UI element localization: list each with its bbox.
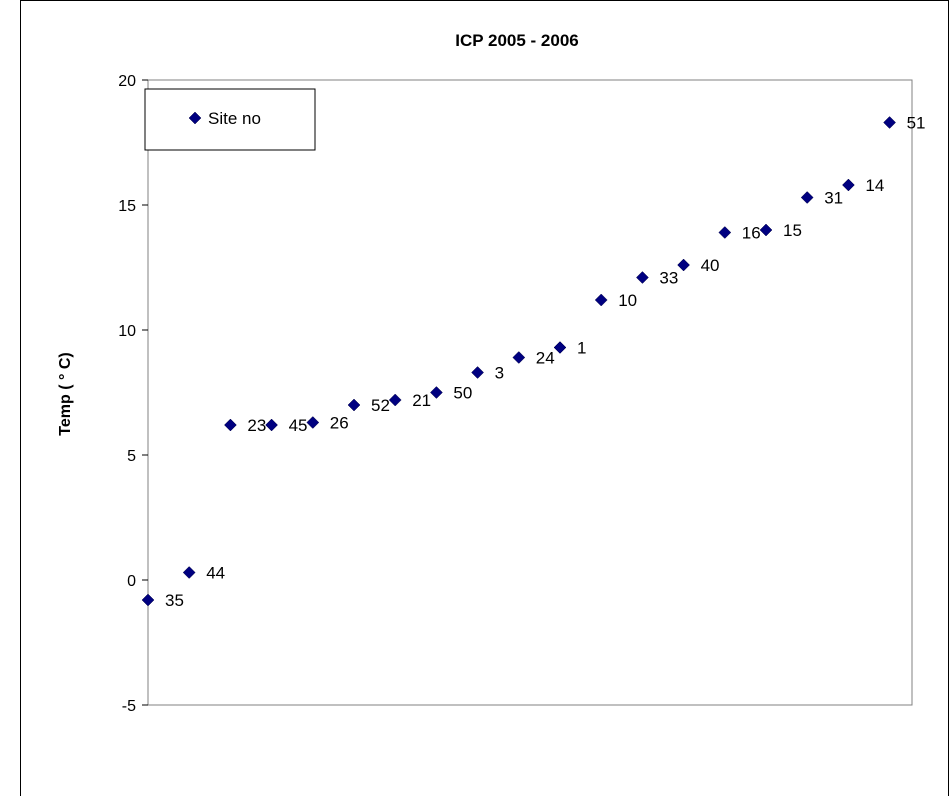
data-label: 50: [453, 384, 472, 403]
data-label: 40: [701, 256, 720, 275]
data-point: [553, 341, 567, 354]
data-point: [182, 566, 196, 579]
data-point: [306, 416, 320, 429]
data-label: 31: [824, 189, 843, 208]
data-label: 16: [742, 224, 761, 243]
data-label: 26: [330, 414, 349, 433]
data-label: 3: [495, 364, 504, 383]
data-point: [512, 351, 526, 364]
data-point: [883, 116, 896, 129]
legend-box: [144, 88, 316, 151]
data-label: 52: [371, 396, 390, 415]
y-tick-label: 15: [118, 198, 136, 215]
data-point: [430, 386, 443, 399]
data-point: [677, 258, 690, 272]
legend-entry-site-no: Site no: [208, 109, 261, 128]
data-point: [265, 418, 278, 432]
data-points: [141, 116, 896, 607]
data-label: 14: [865, 176, 884, 195]
data-point: [224, 418, 237, 432]
y-tick-label: 20: [118, 73, 136, 90]
data-label: 10: [618, 291, 637, 310]
data-point: [842, 178, 855, 192]
data-point: [594, 293, 608, 307]
data-labels: 35 44 23 45 26 52 21 50 3 24 1 10 33 40 16 15 31 14 51: [165, 114, 926, 611]
y-tick-label: -5: [122, 698, 136, 715]
data-label: 24: [536, 349, 555, 368]
y-tick-label: 10: [118, 323, 136, 340]
data-point: [718, 226, 732, 239]
y-tick-label: 5: [127, 448, 136, 465]
data-point: [471, 366, 484, 379]
data-point: [347, 398, 361, 412]
legend: Site no: [144, 88, 316, 151]
data-label: 35: [165, 591, 184, 610]
data-label: 45: [289, 416, 308, 435]
data-label: 44: [206, 564, 225, 583]
chart-frame: [20, 0, 949, 796]
data-label: 15: [783, 221, 802, 240]
data-label: 23: [247, 416, 266, 435]
data-point: [636, 271, 649, 284]
data-label: 21: [412, 391, 431, 410]
y-axis-label: Temp ( ° C): [57, 352, 74, 435]
legend-marker-diamond-icon: [188, 111, 202, 125]
data-point: [141, 593, 155, 607]
plot-area: [147, 79, 913, 706]
y-tick-label: 0: [127, 573, 136, 590]
data-point: [388, 393, 402, 407]
data-point: [800, 191, 814, 204]
data-label: 1: [577, 339, 586, 358]
data-label: 33: [659, 269, 678, 288]
data-point: [759, 223, 773, 237]
y-axis: 20 15 10 5 0 -5: [118, 73, 148, 715]
data-label: 51: [907, 114, 926, 133]
chart-title: ICP 2005 - 2006: [455, 31, 579, 50]
